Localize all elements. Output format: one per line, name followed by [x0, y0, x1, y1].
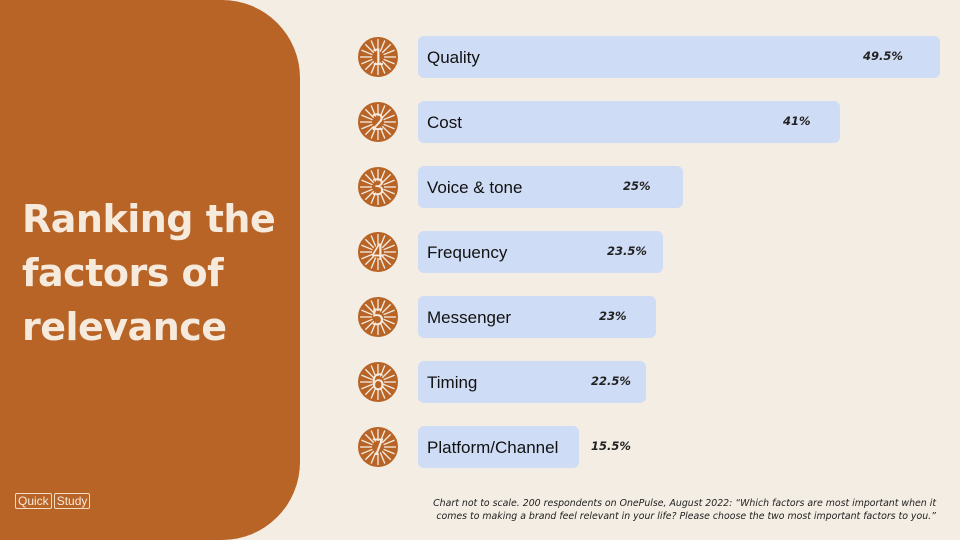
category-label: Voice & tone	[427, 178, 522, 197]
value-label: 25%	[623, 179, 651, 193]
rank-number: 3	[371, 176, 385, 201]
rank-badge: 2	[358, 102, 398, 142]
page-title: Ranking the factors of relevance	[22, 192, 292, 354]
category-label: Frequency	[427, 243, 508, 262]
rank-badge: 3	[358, 167, 398, 207]
rank-badge: 6	[358, 362, 398, 402]
value-label: 41%	[782, 114, 811, 128]
rank-badge: 1	[358, 37, 398, 77]
footnote-line-1: Chart not to scale. 200 respondents on O…	[433, 498, 936, 509]
bar	[418, 101, 840, 143]
bar	[418, 36, 940, 78]
rank-badge: 7	[358, 427, 398, 467]
value-label: 22.5%	[591, 374, 631, 388]
bar	[418, 166, 683, 208]
rank-number: 2	[371, 111, 385, 136]
rank-number: 5	[371, 306, 385, 331]
chart-footnote: Chart not to scale. 200 respondents on O…	[376, 497, 936, 523]
quick-study-logo: Quick Study	[15, 493, 91, 509]
side-panel	[0, 0, 300, 540]
value-label: 49.5%	[862, 49, 903, 63]
category-label: Platform/Channel	[427, 438, 558, 457]
logo-word-quick: Quick	[15, 493, 52, 509]
rank-number: 4	[371, 241, 385, 266]
rank-number: 6	[371, 371, 385, 396]
footnote-line-2: comes to making a brand feel relevant in…	[436, 511, 936, 522]
category-label: Quality	[427, 48, 480, 67]
rank-badge: 5	[358, 297, 398, 337]
bar	[418, 296, 656, 338]
bar	[418, 231, 663, 273]
bar	[418, 426, 579, 468]
category-label: Messenger	[427, 308, 511, 327]
category-label: Cost	[427, 113, 462, 132]
value-label: 23%	[599, 309, 627, 323]
title-line-2: factors of	[22, 251, 224, 295]
rank-badge: 4	[358, 232, 398, 272]
logo-word-study: Study	[53, 493, 91, 509]
value-label: 23.5%	[607, 244, 647, 258]
title-line-3: relevance	[22, 305, 227, 349]
title-line-1: Ranking the	[22, 197, 276, 241]
bar	[418, 361, 646, 403]
rank-number: 7	[371, 436, 385, 461]
rank-number: 1	[371, 46, 385, 71]
value-label: 15.5%	[591, 439, 631, 453]
category-label: Timing	[427, 373, 477, 392]
